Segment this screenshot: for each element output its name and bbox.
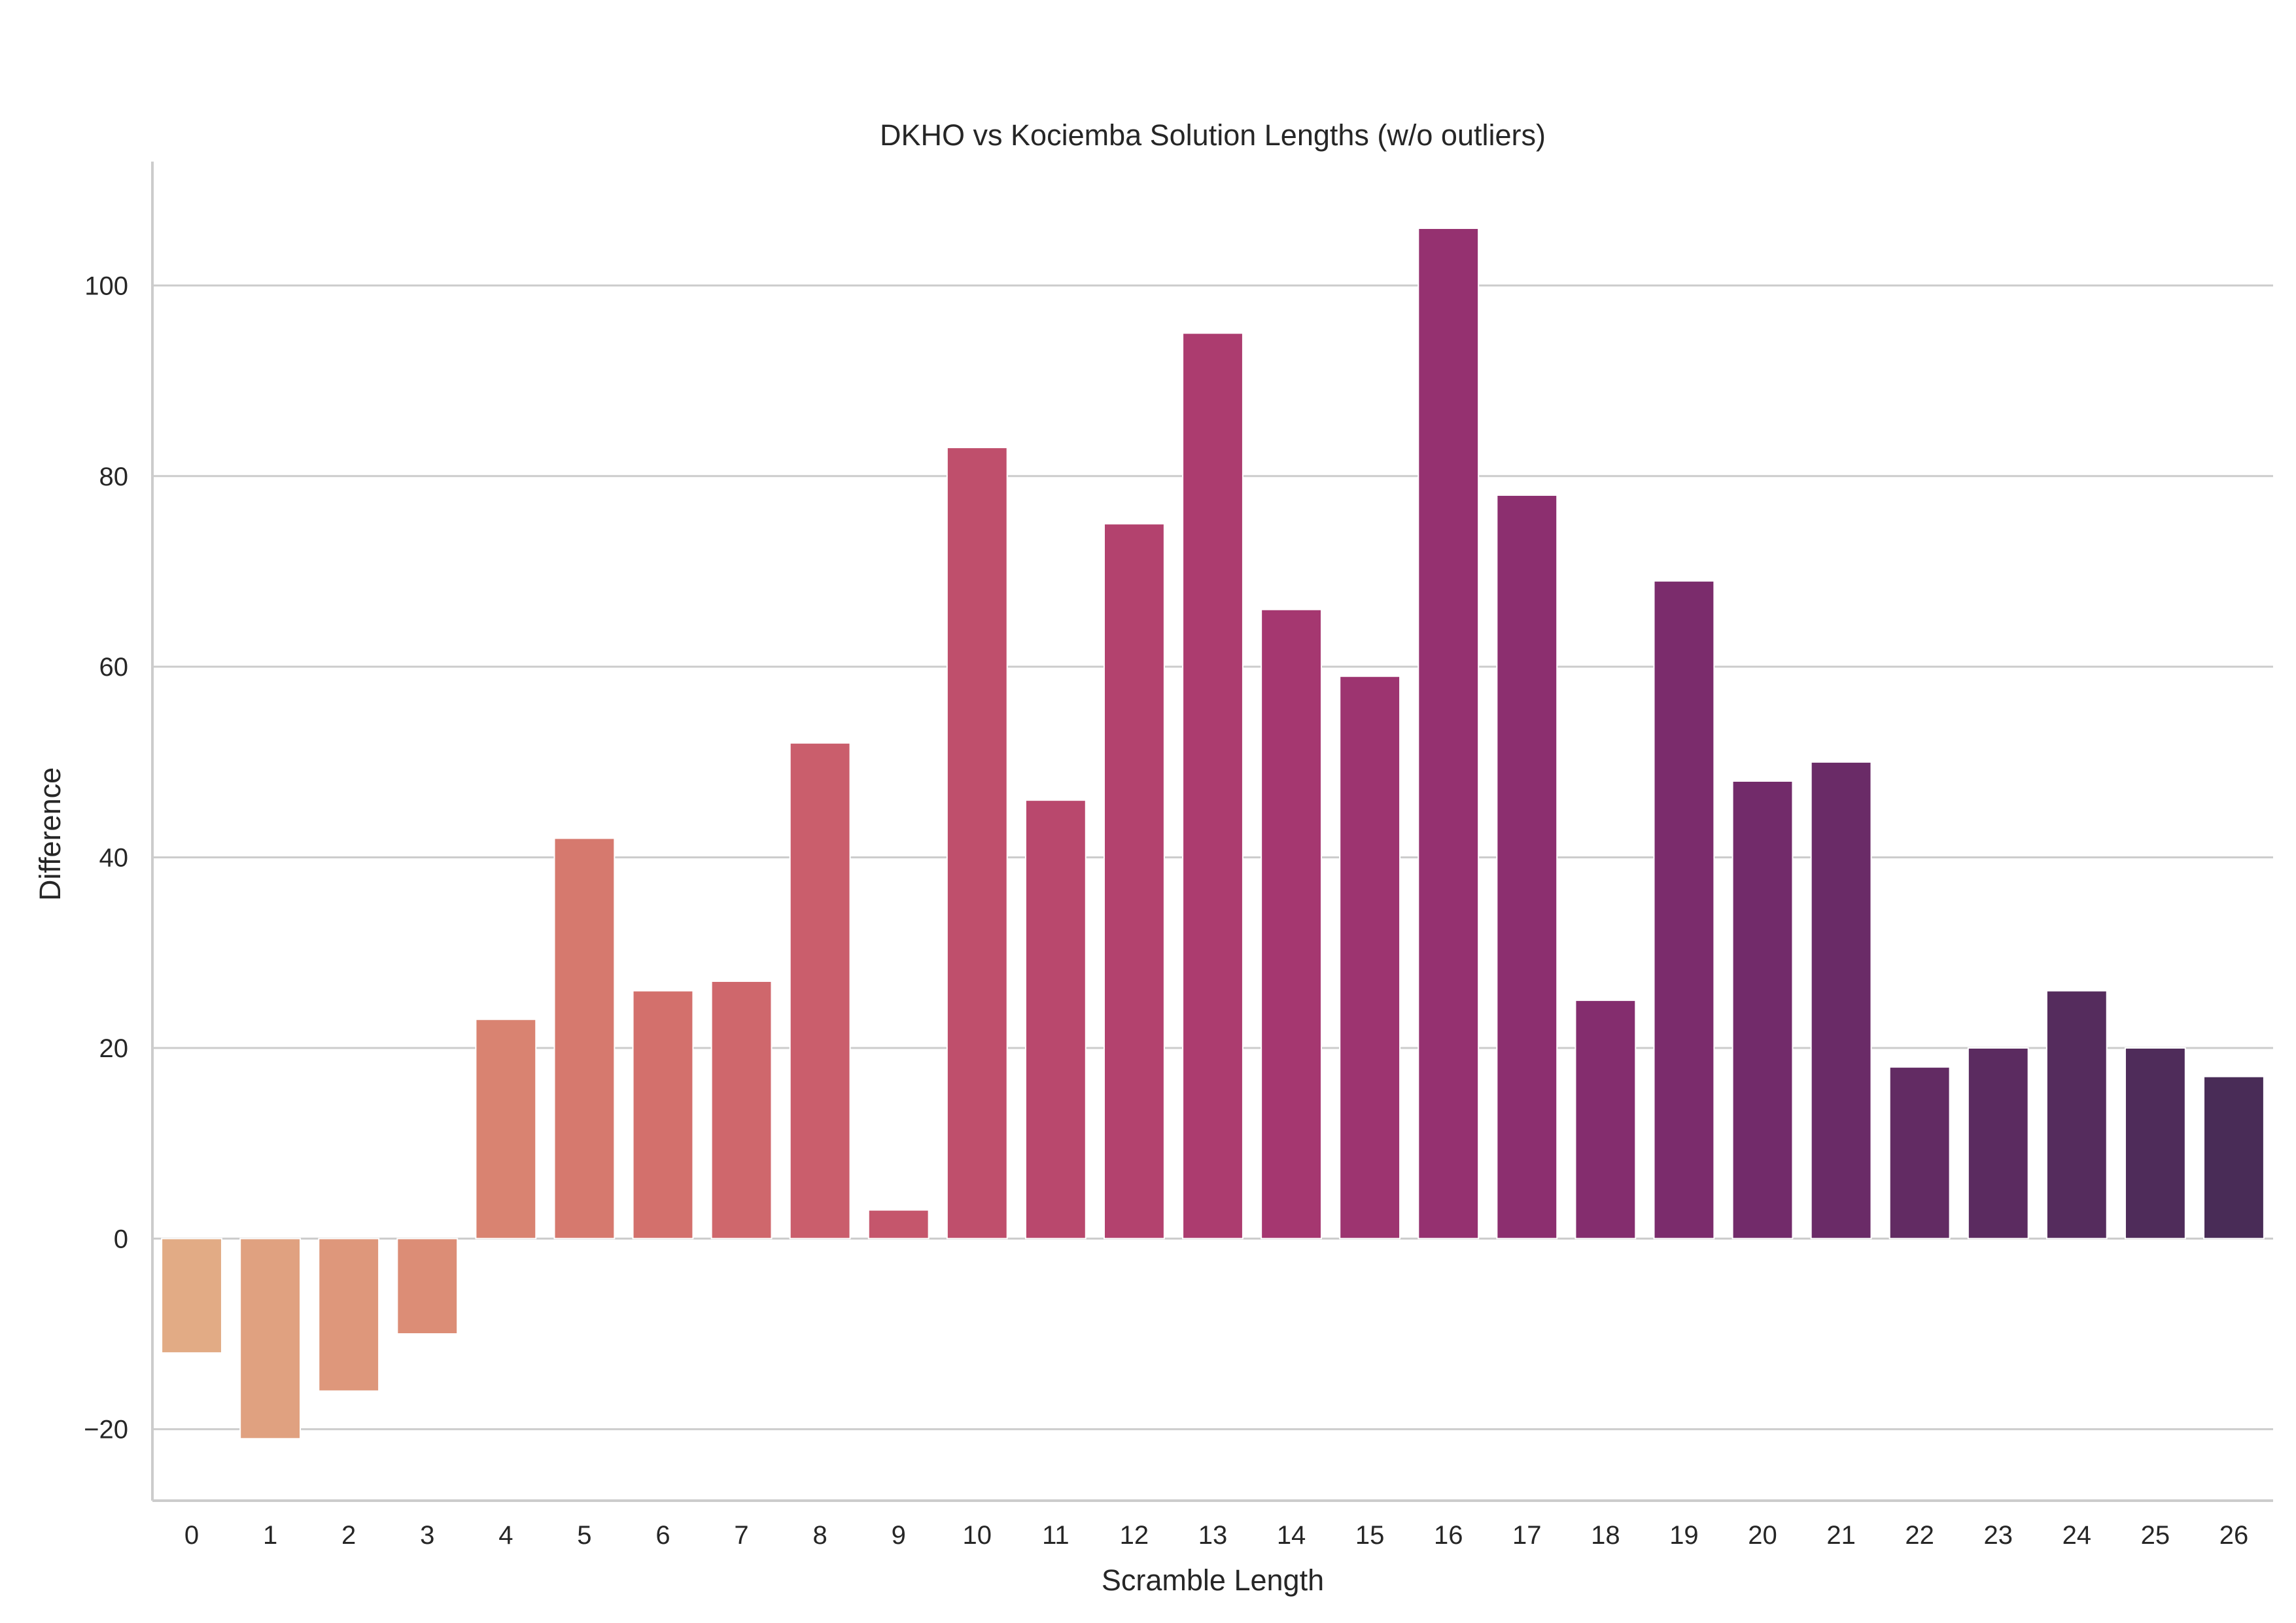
- x-tick-label: 26: [2219, 1521, 2249, 1550]
- bar-15: [1339, 675, 1401, 1240]
- chart-title: DKHO vs Kociemba Solution Lengths (w/o o…: [880, 118, 1546, 152]
- y-tick-label: 80: [99, 462, 129, 491]
- y-tick-labels: −20 0 20 40 60 80 100: [84, 271, 128, 1444]
- y-tick-label: −20: [84, 1416, 128, 1444]
- bar-16: [1418, 227, 1480, 1240]
- y-tick-label: 60: [99, 653, 129, 682]
- bar-2: [318, 1238, 380, 1392]
- bar-26: [2203, 1075, 2265, 1240]
- x-tick-label: 1: [263, 1521, 277, 1550]
- bar-6: [632, 990, 694, 1240]
- bar-11: [1024, 799, 1087, 1240]
- x-tick-label: 17: [1512, 1521, 1542, 1550]
- bar-13: [1182, 332, 1244, 1240]
- bar-23: [1967, 1047, 2029, 1240]
- x-tick-label: 4: [498, 1521, 513, 1550]
- x-tick-label: 11: [1042, 1521, 1070, 1550]
- x-tick-labels: 0 1 2 3 4 5 6 7 8 9 10 11 12 13 14 15 16 17 18 19 20 21 22 23 24…: [184, 1521, 2248, 1550]
- x-tick-label: 14: [1277, 1521, 1306, 1550]
- y-tick-label: 100: [84, 271, 128, 300]
- x-tick-label: 7: [734, 1521, 748, 1550]
- x-tick-label: 10: [963, 1521, 992, 1550]
- bar-20: [1731, 780, 1794, 1240]
- x-tick-label: 18: [1591, 1521, 1620, 1550]
- x-tick-label: 20: [1748, 1521, 1777, 1550]
- x-tick-label: 13: [1198, 1521, 1228, 1550]
- y-tick-label: 20: [99, 1034, 129, 1063]
- bar-18: [1574, 1000, 1637, 1240]
- bar-25: [2124, 1047, 2186, 1240]
- bar-0: [161, 1238, 222, 1354]
- x-tick-label: 24: [2062, 1521, 2092, 1550]
- bar-4: [475, 1019, 537, 1240]
- x-tick-label: 2: [341, 1521, 356, 1550]
- x-tick-label: 21: [1826, 1521, 1856, 1550]
- bar-5: [553, 837, 616, 1240]
- bar-21: [1810, 761, 1872, 1240]
- bar-9: [867, 1209, 930, 1240]
- x-tick-label: 6: [655, 1521, 670, 1550]
- bar-8: [789, 742, 851, 1240]
- x-tick-label: 25: [2141, 1521, 2170, 1550]
- bar-17: [1496, 494, 1558, 1240]
- x-tick-label: 8: [813, 1521, 827, 1550]
- x-tick-label: 9: [892, 1521, 906, 1550]
- x-tick-label: 19: [1669, 1521, 1699, 1550]
- x-tick-label: 16: [1434, 1521, 1463, 1550]
- x-tick-label: 15: [1355, 1521, 1385, 1550]
- y-tick-label: 40: [99, 844, 129, 873]
- x-tick-label: 23: [1983, 1521, 2013, 1550]
- bar-7: [710, 980, 773, 1240]
- bar-22: [1888, 1066, 1951, 1240]
- bar-3: [396, 1238, 459, 1335]
- bar-24: [2045, 990, 2108, 1240]
- x-tick-label: 22: [1905, 1521, 1934, 1550]
- bar-1: [239, 1238, 302, 1440]
- bar-10: [946, 447, 1008, 1240]
- x-tick-label: 3: [420, 1521, 434, 1550]
- bars: [161, 227, 2265, 1440]
- y-axis-label: Difference: [33, 767, 67, 901]
- bar-12: [1103, 523, 1165, 1240]
- bar-19: [1653, 580, 1715, 1240]
- x-tick-label: 0: [184, 1521, 199, 1550]
- bar-14: [1261, 608, 1323, 1240]
- y-tick-label: 0: [114, 1225, 128, 1253]
- x-tick-label: 12: [1120, 1521, 1149, 1550]
- x-tick-label: 5: [577, 1521, 591, 1550]
- x-axis-label: Scramble Length: [1102, 1563, 1324, 1597]
- axes: [151, 162, 2273, 1502]
